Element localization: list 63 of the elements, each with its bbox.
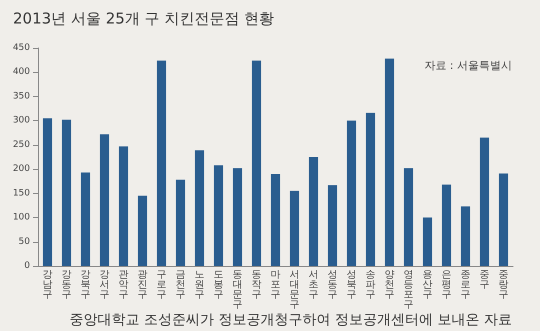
y-tick-label: 150 xyxy=(12,188,30,198)
bar xyxy=(118,146,128,266)
x-tick-label: 종로구 xyxy=(460,270,470,300)
bar xyxy=(194,150,204,266)
x-tick-label: 중구 xyxy=(480,270,490,290)
bar xyxy=(480,138,490,266)
bar xyxy=(80,172,90,266)
bar xyxy=(176,180,186,266)
x-tick-label: 서대문구 xyxy=(290,270,300,310)
bar xyxy=(328,185,338,266)
bar xyxy=(422,218,432,266)
x-tick-label: 양천구 xyxy=(384,270,394,300)
bar xyxy=(252,60,262,266)
x-tick-label: 용산구 xyxy=(422,270,432,300)
bar xyxy=(384,58,394,266)
x-tick-label: 강동구 xyxy=(62,270,72,300)
x-tick-label: 노원구 xyxy=(194,270,204,300)
bar xyxy=(156,60,166,266)
chart-title: 2013년 서울 25개 구 치킨전문점 현황 xyxy=(13,10,274,28)
x-tick-label: 영등포구 xyxy=(404,270,414,310)
x-tick-label: 광진구 xyxy=(138,270,148,300)
bar xyxy=(290,190,300,266)
y-tick-label: 350 xyxy=(12,91,30,102)
x-tick-label: 중랑구 xyxy=(498,270,508,300)
bar xyxy=(232,168,242,266)
bar xyxy=(498,173,508,266)
bar xyxy=(460,206,470,266)
x-tick-label: 관악구 xyxy=(118,270,128,300)
x-tick-label: 서초구 xyxy=(308,270,318,300)
x-tick-label: 성동구 xyxy=(328,270,338,300)
x-tick-label: 강북구 xyxy=(80,270,90,300)
bar xyxy=(138,196,148,266)
bar xyxy=(42,118,52,266)
bar xyxy=(270,174,280,266)
bar xyxy=(62,120,72,266)
bar xyxy=(214,165,224,266)
bar xyxy=(442,184,452,266)
x-tick-label: 은평구 xyxy=(442,270,452,300)
y-tick-label: 250 xyxy=(12,140,30,150)
x-tick-label: 송파구 xyxy=(366,270,376,300)
bar xyxy=(366,112,376,266)
x-tick-label: 금천구 xyxy=(176,270,186,300)
y-tick-label: 400 xyxy=(12,67,30,78)
y-tick-label: 100 xyxy=(12,212,30,223)
x-tick-label: 강남구 xyxy=(42,270,52,300)
bar xyxy=(346,120,356,266)
bar xyxy=(308,157,318,266)
x-tick-label: 강서구 xyxy=(100,270,110,300)
x-tick-label: 도봉구 xyxy=(214,270,224,300)
y-tick-label: 0 xyxy=(24,261,30,271)
text: 중앙대학교 조성준씨가 정보공개청구하여 정보공개센터에 보내온 자료 xyxy=(70,312,512,328)
y-tick-label: 50 xyxy=(18,236,30,247)
x-tick-label: 구로구 xyxy=(156,270,166,300)
y-tick-label: 200 xyxy=(12,164,30,174)
x-tick-label: 동작구 xyxy=(252,270,262,300)
x-tick-label: 마포구 xyxy=(270,270,280,300)
bar xyxy=(404,168,414,266)
x-tick-label: 동대문구 xyxy=(232,270,242,310)
bar xyxy=(100,134,110,266)
y-tick-label: 300 xyxy=(12,116,30,126)
x-tick-label: 성북구 xyxy=(346,270,356,300)
y-tick-label: 450 xyxy=(12,43,30,53)
annotation: 자료 : 서울특별시 xyxy=(424,59,512,72)
